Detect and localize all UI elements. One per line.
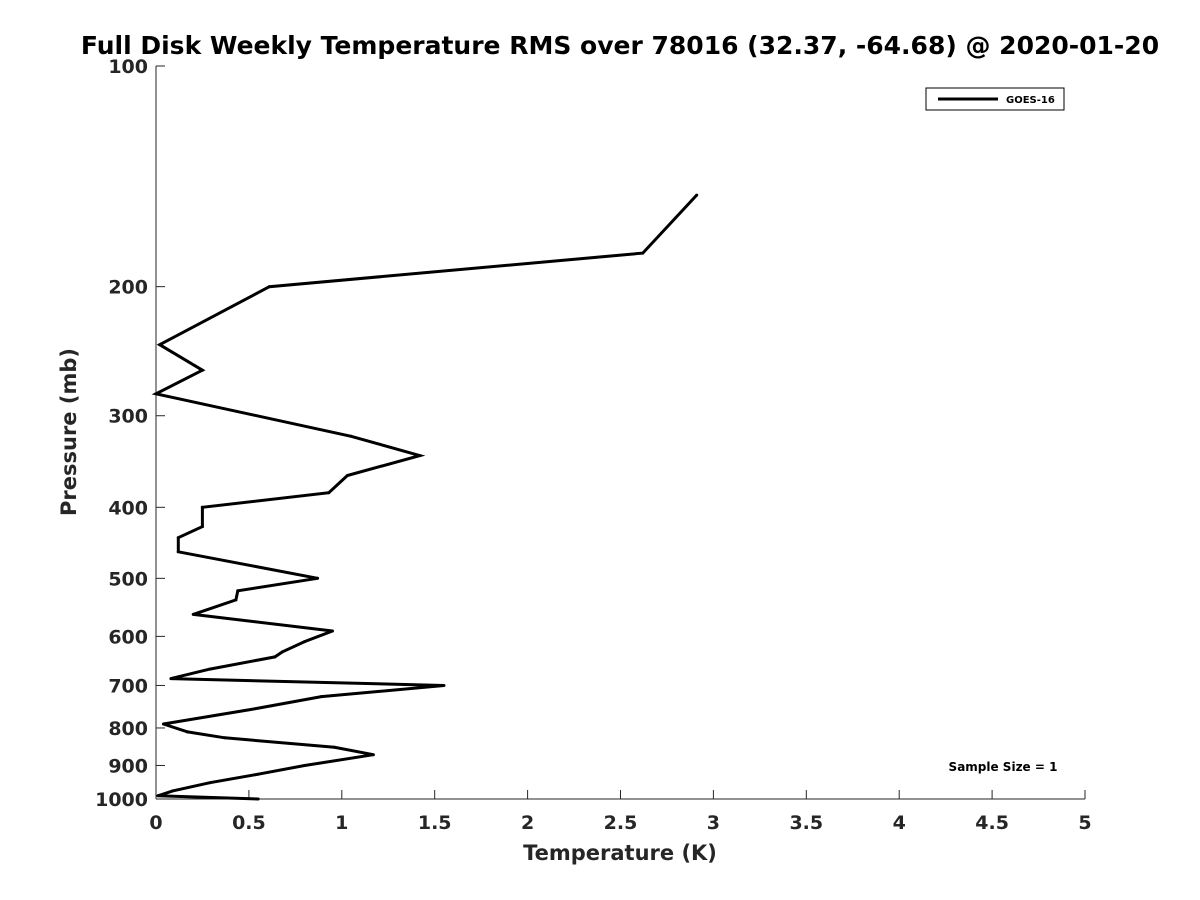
y-tick-label: 800 — [108, 718, 148, 740]
series-point — [331, 629, 334, 633]
sample-size-annotation: Sample Size = 1 — [949, 760, 1058, 774]
series-point — [249, 708, 253, 711]
legend: GOES-16 — [925, 87, 1065, 111]
x-axis-label: Temperature (K) — [523, 841, 717, 865]
series-point — [345, 474, 349, 477]
series-point — [371, 753, 375, 757]
y-tick-label: 1000 — [95, 789, 148, 811]
y-tick-label: 400 — [108, 497, 148, 519]
x-tick-label: 3 — [707, 812, 720, 834]
series-point — [442, 684, 446, 687]
y-tick-label: 100 — [108, 56, 148, 78]
series-point — [256, 772, 260, 776]
series-point — [200, 525, 204, 529]
series-line-goes-16 — [151, 194, 698, 801]
series-point — [256, 797, 260, 801]
x-tick-label: 4.5 — [975, 812, 1009, 834]
series-point — [303, 764, 307, 767]
series-point — [316, 576, 320, 580]
series-point — [695, 193, 699, 197]
series-point — [234, 598, 238, 602]
series-point — [280, 650, 284, 654]
y-tick-label: 700 — [108, 675, 148, 697]
y-tick-label: 600 — [108, 626, 148, 648]
y-axis-ticks: 100 200 300 400 500 600 700 800 900 1000 — [95, 56, 165, 811]
series-point — [349, 434, 353, 438]
x-tick-label: 3.5 — [789, 812, 823, 834]
series-point — [332, 745, 336, 749]
series-point — [267, 285, 271, 289]
series-point — [273, 655, 277, 659]
x-tick-label: 0.5 — [232, 812, 266, 834]
series-point — [208, 781, 212, 785]
y-tick-label: 300 — [108, 406, 148, 428]
series-point — [223, 736, 227, 740]
series-point — [156, 794, 160, 798]
series-point — [208, 667, 212, 671]
chart-title: Full Disk Weekly Temperature RMS over 78… — [81, 31, 1159, 60]
series-point — [186, 730, 190, 734]
series-point — [418, 454, 422, 458]
series-point — [200, 505, 204, 509]
y-tick-label: 500 — [108, 568, 148, 590]
series-point — [154, 392, 158, 396]
x-tick-label: 0 — [149, 812, 162, 834]
x-axis-ticks: 0 0.5 1 1.5 2 2.5 3 3.5 4 4.5 5 — [149, 790, 1092, 834]
series-point — [171, 789, 175, 793]
series-point — [169, 677, 173, 681]
series-point — [191, 612, 195, 616]
legend-label-goes-16: GOES-16 — [1006, 95, 1055, 106]
series-point — [319, 695, 323, 699]
x-tick-label: 5 — [1078, 812, 1091, 834]
series-layer — [151, 193, 699, 801]
x-tick-label: 1.5 — [418, 812, 452, 834]
series-point — [327, 491, 331, 495]
series-point — [641, 251, 645, 255]
y-axis-label: Pressure (mb) — [57, 348, 81, 516]
x-tick-label: 2 — [521, 812, 534, 834]
x-tick-label: 2.5 — [604, 812, 638, 834]
series-point — [303, 640, 307, 644]
y-tick-label: 900 — [108, 755, 148, 777]
plot-axes — [155, 66, 1085, 800]
x-tick-label: 4 — [893, 812, 906, 834]
series-point — [158, 343, 162, 347]
series-point — [161, 722, 165, 726]
series-point — [236, 589, 240, 593]
series-point — [176, 550, 180, 554]
x-tick-label: 1 — [335, 812, 348, 834]
series-point — [176, 536, 180, 540]
y-tick-label: 200 — [108, 277, 148, 299]
series-point — [200, 368, 204, 372]
